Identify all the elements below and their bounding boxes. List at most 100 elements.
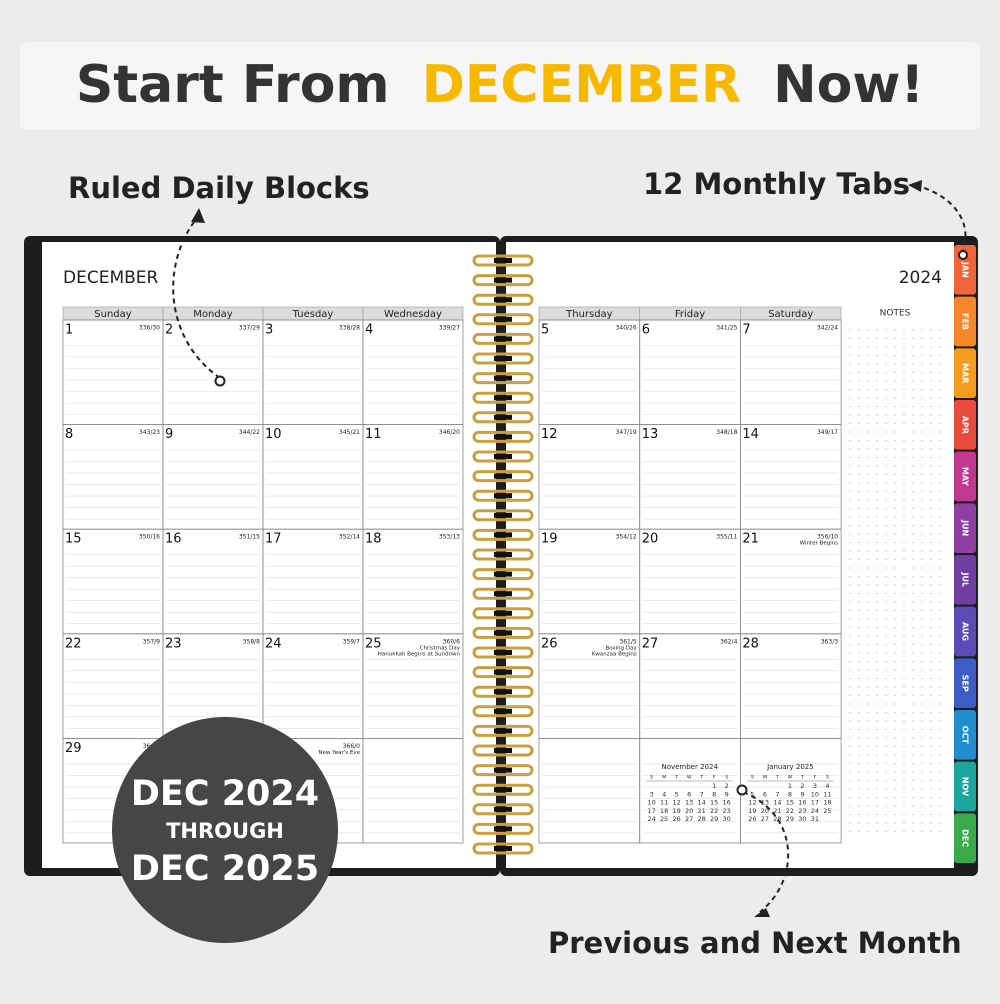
- note-dot: [912, 499, 914, 501]
- mini-title: November 2024: [661, 763, 718, 771]
- note-dot: [930, 771, 932, 773]
- note-dot: [912, 592, 914, 595]
- note-dot: [876, 482, 878, 484]
- note-dot: [930, 830, 932, 833]
- day-code: 356/10: [817, 534, 838, 541]
- note-dot: [867, 660, 869, 663]
- note-dot: [921, 405, 923, 408]
- note-dot: [903, 516, 905, 518]
- note-dot: [849, 499, 851, 501]
- note-dot: [849, 533, 851, 535]
- note-dot: [876, 677, 878, 680]
- month-tab-label: AUG: [961, 622, 970, 641]
- note-dot: [912, 796, 914, 799]
- day-number: 5: [541, 323, 549, 338]
- note-dot: [876, 473, 878, 476]
- day-code: 346/20: [439, 429, 460, 436]
- note-dot: [930, 711, 932, 714]
- day-code: 358/8: [243, 638, 260, 645]
- note-dot: [894, 422, 896, 425]
- note-dot: [867, 592, 869, 595]
- note-dot: [894, 745, 896, 748]
- note-dot: [858, 592, 860, 595]
- note-dot: [939, 677, 941, 680]
- mini-day: 29: [786, 815, 794, 823]
- note-dot: [921, 601, 923, 603]
- mini-day: 11: [660, 799, 668, 807]
- note-dot: [849, 584, 851, 586]
- note-dot: [876, 371, 878, 374]
- spiral-coil: [472, 685, 534, 698]
- note-dot: [930, 337, 932, 340]
- note-dot: [930, 660, 932, 663]
- day-number: 23: [165, 636, 182, 651]
- mini-day: 19: [673, 807, 681, 815]
- note-dot: [930, 558, 932, 561]
- spiral-hole: [494, 414, 512, 420]
- spiral-hole: [494, 806, 512, 812]
- note-dot: [921, 686, 923, 688]
- note-dot: [876, 541, 878, 544]
- note-dot: [885, 550, 887, 552]
- note-dot: [912, 805, 914, 807]
- holiday: New Year's Eve: [318, 750, 360, 756]
- note-dot: [939, 354, 941, 357]
- note-dot: [930, 329, 932, 331]
- note-dot: [885, 728, 887, 731]
- note-dot: [912, 635, 914, 637]
- note-dot: [921, 575, 923, 578]
- note-dot: [930, 592, 932, 595]
- note-dot: [849, 592, 851, 595]
- note-dot: [849, 609, 851, 612]
- note-dot: [867, 796, 869, 799]
- note-dot: [903, 465, 905, 467]
- mini-day: 10: [811, 790, 819, 798]
- note-dot: [849, 354, 851, 357]
- month-tab-label: OCT: [961, 726, 970, 745]
- note-dot: [921, 788, 923, 790]
- note-dot: [894, 788, 896, 790]
- note-dot: [921, 516, 923, 518]
- note-dot: [912, 371, 914, 374]
- spiral-hole: [494, 375, 512, 381]
- note-dot: [912, 567, 914, 569]
- note-dot: [894, 397, 896, 399]
- mini-day: 19: [748, 807, 756, 815]
- note-dot: [912, 397, 914, 399]
- note-dot: [921, 550, 923, 552]
- spiral-coil: [472, 646, 534, 659]
- note-dot: [858, 754, 860, 756]
- note-dot: [849, 380, 851, 382]
- note-dot: [939, 652, 941, 654]
- note-dot: [939, 779, 941, 782]
- note-dot: [894, 592, 896, 595]
- note-dot: [858, 805, 860, 807]
- year: 2024: [899, 268, 942, 288]
- holiday: Hanukkah Begins at Sundown: [378, 651, 461, 657]
- note-dot: [858, 516, 860, 518]
- arrow-dot: [958, 250, 968, 260]
- note-dot: [912, 728, 914, 731]
- mini-day: 18: [823, 799, 831, 807]
- day-number: 15: [65, 532, 82, 547]
- spiral-hole: [494, 669, 512, 675]
- note-dot: [939, 669, 941, 671]
- note-dot: [885, 388, 887, 391]
- month-tab-label: DEC: [961, 829, 970, 847]
- note-dot: [858, 686, 860, 688]
- arrow: [172, 217, 221, 379]
- note-dot: [930, 448, 932, 450]
- note-dot: [921, 507, 923, 510]
- note-dot: [858, 677, 860, 680]
- note-dot: [894, 363, 896, 365]
- headline: Start From DECEMBER Now!: [76, 55, 924, 115]
- note-dot: [876, 567, 878, 569]
- note-dot: [867, 779, 869, 782]
- note-dot: [930, 643, 932, 646]
- spiral-coil: [472, 470, 534, 483]
- note-dot: [912, 711, 914, 714]
- note-dot: [885, 618, 887, 620]
- note-dot: [849, 524, 851, 527]
- mini-day: 22: [710, 807, 718, 815]
